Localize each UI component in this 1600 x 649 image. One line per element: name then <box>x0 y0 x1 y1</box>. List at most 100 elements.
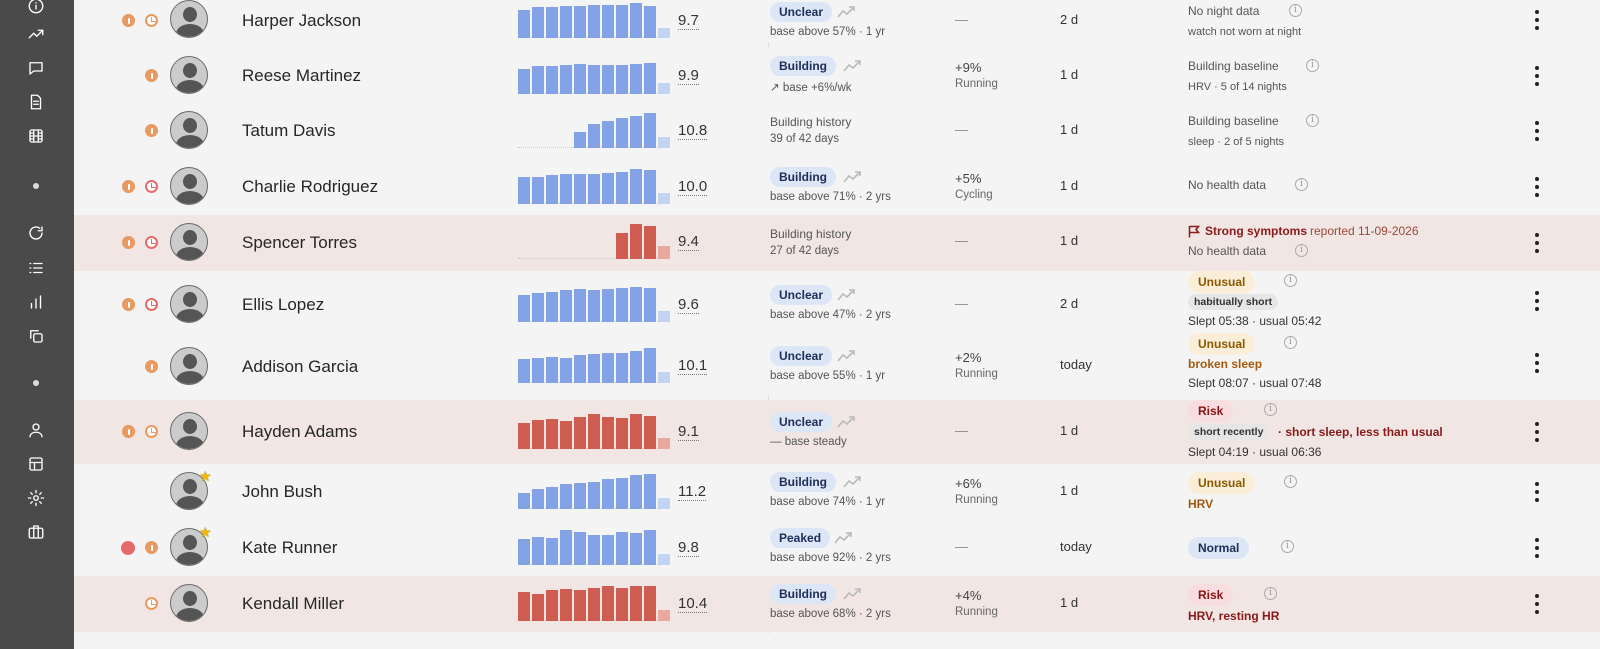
change-value: — <box>955 122 968 137</box>
avatar[interactable] <box>170 285 208 323</box>
info-icon[interactable]: i <box>1289 4 1302 17</box>
info-icon[interactable]: i <box>1284 274 1297 287</box>
athlete-name[interactable]: Addison Garcia <box>242 357 359 376</box>
info-icon[interactable]: i <box>1306 59 1319 72</box>
athlete-name[interactable]: Spencer Torres <box>242 233 357 252</box>
avatar[interactable] <box>170 167 208 205</box>
more-menu-icon[interactable] <box>1534 353 1540 373</box>
athlete-name[interactable]: Charlie Rodriguez <box>242 177 379 196</box>
load-bar <box>574 289 586 322</box>
trend-icon <box>837 349 855 362</box>
more-menu-icon[interactable] <box>1534 10 1540 30</box>
more-menu-icon[interactable] <box>1534 594 1540 614</box>
score-value[interactable]: 10.4 <box>678 595 708 613</box>
more-menu-icon[interactable] <box>1534 291 1540 311</box>
avatar[interactable] <box>170 56 208 94</box>
athlete-name[interactable]: Reese Martinez <box>242 66 362 85</box>
table-row[interactable]: Hayden Adams 9.1 Unclear — base steady —… <box>74 400 1600 464</box>
score-value[interactable]: 9.1 <box>678 423 699 441</box>
last-update: 1 d <box>1060 595 1079 610</box>
load-bar <box>644 63 656 94</box>
table-icon[interactable] <box>24 452 48 476</box>
more-menu-icon[interactable] <box>1534 422 1540 442</box>
score-value[interactable]: 9.4 <box>678 233 699 251</box>
gear-icon[interactable] <box>24 486 48 510</box>
table-row[interactable]: Reese Martinez 9.9 Building ↗ base +6%/w… <box>74 47 1600 103</box>
score-value[interactable]: 9.6 <box>678 296 699 314</box>
table-row[interactable]: ★ Kate Runner 9.8 Peaked base above 92% … <box>74 520 1600 576</box>
athlete-name[interactable]: Tatum Davis <box>242 121 336 140</box>
load-bar <box>518 10 530 38</box>
chat-icon[interactable] <box>24 56 48 80</box>
score-value[interactable]: 9.8 <box>678 539 699 557</box>
avatar[interactable] <box>170 111 208 149</box>
trending-icon[interactable] <box>24 22 48 46</box>
more-menu-icon[interactable] <box>1534 482 1540 502</box>
athlete-name[interactable]: John Bush <box>242 482 323 501</box>
avatar[interactable] <box>170 412 208 450</box>
briefcase-icon[interactable] <box>24 520 48 544</box>
avatar[interactable] <box>170 0 208 38</box>
table-row[interactable]: Addison Garcia 10.1 Unclear base above 5… <box>74 333 1600 395</box>
score-value[interactable]: 9.7 <box>678 12 699 30</box>
avatar[interactable] <box>170 528 208 566</box>
table-row[interactable]: Tatum Davis 10.8 Building history 39 of … <box>74 103 1600 159</box>
load-bars <box>518 529 670 565</box>
avatar[interactable] <box>170 223 208 261</box>
trend-icon <box>837 5 855 18</box>
athlete-name[interactable]: Kate Runner <box>242 538 338 557</box>
load-bar <box>630 287 642 322</box>
user-icon[interactable] <box>24 418 48 442</box>
score-value[interactable]: 9.9 <box>678 67 699 85</box>
info-icon[interactable]: i <box>1295 178 1308 191</box>
copy-icon[interactable] <box>24 324 48 348</box>
info-icon[interactable]: i <box>1284 475 1297 488</box>
score-value[interactable]: 11.2 <box>678 483 707 501</box>
score-value[interactable]: 10.8 <box>678 122 708 140</box>
info-icon[interactable]: i <box>1295 244 1308 257</box>
load-bar <box>658 438 670 449</box>
baseline-text: base above 92% · 2 yrs <box>770 552 891 564</box>
athlete-name[interactable]: Harper Jackson <box>242 11 362 30</box>
table-row[interactable]: Kendall Miller 10.4 Building base above … <box>74 576 1600 632</box>
more-menu-icon[interactable] <box>1534 538 1540 558</box>
athlete-name[interactable]: Hayden Adams <box>242 422 358 441</box>
score-value[interactable]: 10.0 <box>678 178 708 196</box>
more-menu-icon[interactable] <box>1534 121 1540 141</box>
athlete-name[interactable]: Ellis Lopez <box>242 295 325 314</box>
avatar[interactable] <box>170 347 208 385</box>
table-row[interactable]: Spencer Torres 9.4 Building history 27 o… <box>74 215 1600 271</box>
info-icon[interactable] <box>24 0 48 18</box>
load-bar <box>574 417 586 449</box>
load-bar <box>560 358 572 383</box>
document-icon[interactable] <box>24 90 48 114</box>
info-icon[interactable]: i <box>1281 540 1294 553</box>
avatar[interactable] <box>170 472 208 510</box>
load-bars <box>518 58 670 94</box>
load-bar <box>574 483 586 509</box>
score-value[interactable]: 10.1 <box>678 357 708 375</box>
list-icon[interactable] <box>24 256 48 280</box>
info-icon[interactable]: i <box>1264 403 1277 416</box>
info-icon[interactable]: i <box>1306 114 1319 127</box>
avatar[interactable] <box>170 584 208 622</box>
alert-icon <box>145 541 158 554</box>
more-menu-icon[interactable] <box>1534 177 1540 197</box>
info-icon[interactable]: i <box>1264 587 1277 600</box>
more-menu-icon[interactable] <box>1534 233 1540 253</box>
more-menu-icon[interactable] <box>1534 66 1540 86</box>
film-icon[interactable] <box>24 124 48 148</box>
table-row[interactable]: Charlie Rodriguez 10.0 Building base abo… <box>74 159 1600 215</box>
athlete-name[interactable]: Kendall Miller <box>242 594 345 613</box>
info-icon[interactable]: i <box>1284 336 1297 349</box>
bar-chart-icon[interactable] <box>24 290 48 314</box>
refresh-icon[interactable] <box>24 221 48 245</box>
load-bar <box>588 124 600 148</box>
sleep-times: Slept 04:19 · usual 06:36 <box>1188 445 1322 459</box>
table-row[interactable]: ★ John Bush 11.2 Building base above 74%… <box>74 464 1600 520</box>
load-bar <box>616 172 628 204</box>
table-row[interactable]: Harper Jackson 9.7 Unclear base above 57… <box>74 0 1600 43</box>
table-row[interactable]: Ellis Lopez 9.6 Unclear base above 47% ·… <box>74 271 1600 333</box>
status-badge: Unclear <box>770 346 833 366</box>
